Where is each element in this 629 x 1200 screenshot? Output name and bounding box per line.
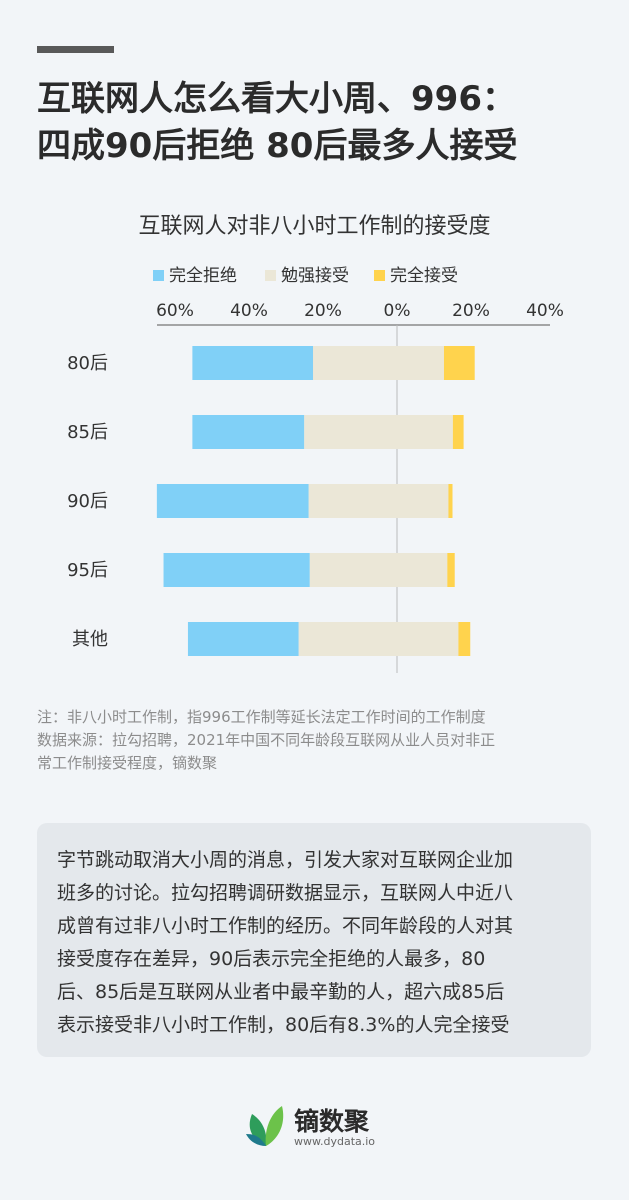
x-tick-label: 0%: [384, 301, 411, 321]
bar-fully-reject: [156, 484, 309, 518]
bar-reluctant-accept: [298, 622, 397, 656]
bar-reluctant-accept-right: [397, 553, 448, 587]
legend-swatch: [265, 270, 276, 281]
brand: 镝数聚 www.dydata.io: [244, 1100, 404, 1152]
bar-fully-reject: [163, 553, 310, 587]
bar-fully-accept: [448, 484, 453, 518]
bar-reluctant-accept-right: [397, 346, 444, 380]
x-tick-label: 20%: [304, 301, 342, 321]
note-definition: 注：非八小时工作制，指996工作制等延长法定工作时间的工作制度: [37, 708, 486, 726]
decorative-top-bar: [37, 46, 114, 53]
bar-reluctant-accept: [309, 553, 397, 587]
category-label: 95后: [67, 560, 108, 581]
bar-reluctant-accept: [313, 346, 397, 380]
summary-line: 表示接受非八小时工作制，80后有8.3%的人完全接受: [57, 1014, 510, 1036]
bar-fully-reject: [192, 346, 314, 380]
brand-name: 镝数聚: [294, 1107, 370, 1136]
x-tick-label: 40%: [526, 301, 564, 321]
bar-fully-reject: [187, 622, 299, 656]
legend-swatch: [153, 270, 164, 281]
headline: 互联网人怎么看大小周、996： 四成90后拒绝 80后最多人接受: [37, 76, 607, 170]
category-label: 90后: [67, 491, 108, 512]
legend-label: 完全拒绝: [169, 266, 237, 286]
headline-line-1: 互联网人怎么看大小周、996：: [37, 79, 516, 119]
summary-line: 班多的讨论。拉勾招聘调研数据显示，互联网人中近八: [57, 882, 514, 904]
note-source-line-2: 常工作制接受程度，镝数聚: [37, 754, 218, 772]
summary-box: 字节跳动取消大小周的消息，引发大家对互联网企业加 班多的讨论。拉勾招聘调研数据显…: [37, 823, 591, 1057]
category-label: 其他: [72, 629, 108, 650]
summary-text: 字节跳动取消大小周的消息，引发大家对互联网企业加 班多的讨论。拉勾招聘调研数据显…: [57, 844, 577, 1042]
bar-reluctant-accept-right: [397, 484, 449, 518]
bar-fully-accept: [452, 415, 464, 449]
bar-reluctant-accept-right: [397, 622, 459, 656]
note-source-line-1: 数据来源：拉勾招聘，2021年中国不同年龄段互联网从业人员对非正: [37, 731, 496, 749]
summary-line: 字节跳动取消大小周的消息，引发大家对互联网企业加: [57, 849, 514, 871]
bar-fully-accept: [443, 346, 475, 380]
diverging-bar-chart: 完全拒绝 勉强接受 完全接受 60% 40% 20% 0% 20% 40% 80后 85后 90后 95…: [67, 266, 564, 673]
headline-line-2: 四成90后拒绝 80后最多人接受: [37, 126, 518, 166]
summary-line: 接受度存在差异，90后表示完全拒绝的人最多，80: [57, 948, 486, 970]
x-tick-label: 20%: [452, 301, 490, 321]
bar-fully-accept: [447, 553, 455, 587]
summary-line: 成曾有过非八小时工作制的经历。不同年龄段的人对其: [57, 915, 514, 937]
legend-label: 完全接受: [390, 266, 458, 286]
x-tick-label: 60%: [156, 301, 194, 321]
summary-line: 后、85后是互联网从业者中最辛勤的人，超六成85后: [57, 981, 505, 1003]
bar-fully-reject: [192, 415, 305, 449]
legend-swatch: [374, 270, 385, 281]
chart-note: 注：非八小时工作制，指996工作制等延长法定工作时间的工作制度 数据来源：拉勾招…: [37, 706, 597, 775]
bar-fully-accept: [458, 622, 471, 656]
bar-reluctant-accept: [304, 415, 397, 449]
brand-url: www.dydata.io: [294, 1135, 376, 1148]
chart-title: 互联网人对非八小时工作制的接受度: [138, 214, 491, 239]
x-tick-label: 40%: [230, 301, 268, 321]
leaf-logo-icon: [246, 1106, 284, 1146]
legend-label: 勉强接受: [281, 266, 349, 286]
category-label: 80后: [67, 353, 108, 374]
category-label: 85后: [67, 422, 108, 443]
bar-reluctant-accept: [308, 484, 397, 518]
bar-reluctant-accept-right: [397, 415, 453, 449]
